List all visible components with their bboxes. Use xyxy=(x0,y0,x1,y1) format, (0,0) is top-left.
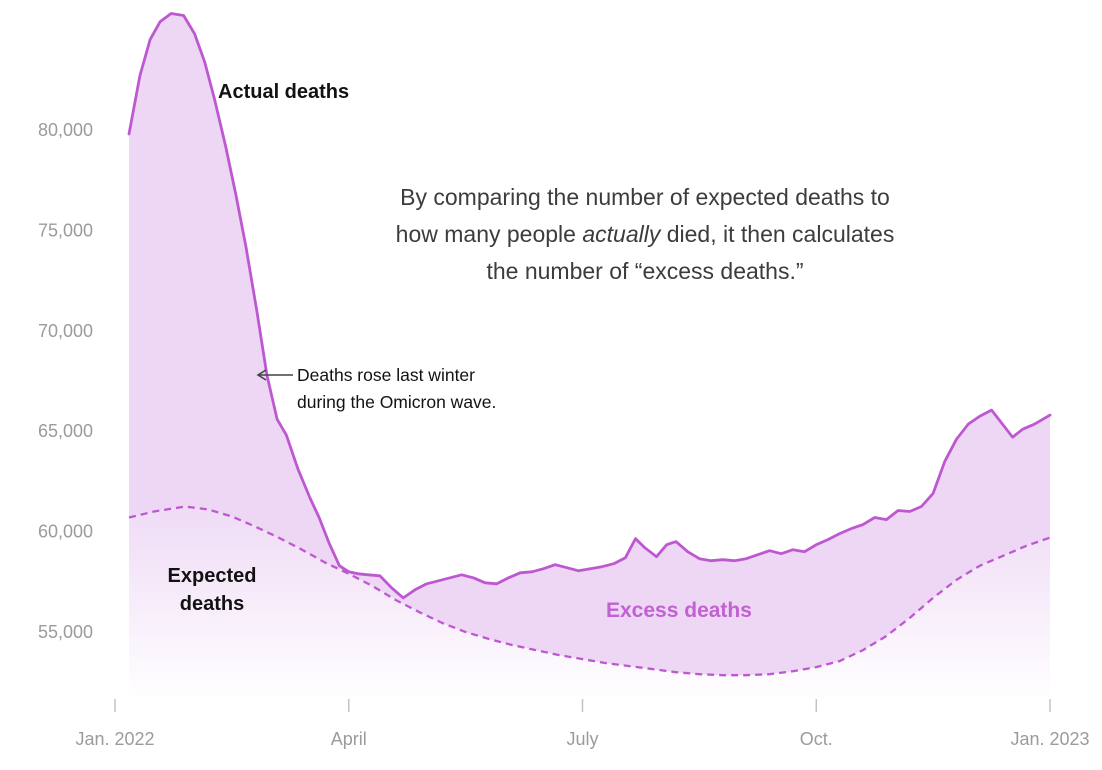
callout-line-1: Deaths rose last winter xyxy=(297,365,475,385)
x-tick-label: Jan. 2022 xyxy=(75,729,154,749)
actual-deaths-label: Actual deaths xyxy=(218,81,350,103)
excess-deaths-label: Excess deaths xyxy=(606,599,752,622)
y-tick-label: 65,000 xyxy=(38,421,93,441)
explainer-text-italic: actually xyxy=(582,221,661,247)
y-tick-label: 60,000 xyxy=(38,522,93,542)
actual-deaths-line xyxy=(127,12,1052,600)
y-axis: 55,000 60,000 65,000 70,000 75,000 80,000 xyxy=(38,120,93,642)
left-arrow-icon xyxy=(256,369,293,381)
y-tick-label: 55,000 xyxy=(38,622,93,642)
explainer-line-2: how many people actually died, it then c… xyxy=(295,216,995,253)
explainer-line-3: the number of “excess deaths.” xyxy=(295,253,995,290)
x-tick-label: April xyxy=(331,729,367,749)
expected-deaths-label: Expected deaths xyxy=(167,565,257,615)
x-tick-label: Jan. 2023 xyxy=(1010,729,1089,749)
explainer-text-part: the number of “excess deaths.” xyxy=(486,258,804,284)
callout-line-2: during the Omicron wave. xyxy=(297,392,497,412)
omicron-callout: Deaths rose last winter during the Omicr… xyxy=(297,362,496,416)
y-tick-label: 70,000 xyxy=(38,321,93,341)
x-tick-label: July xyxy=(566,729,598,749)
explainer-text-part: died, it then calculates xyxy=(660,221,895,247)
expected-deaths-line xyxy=(128,505,1051,677)
y-tick-label: 75,000 xyxy=(38,220,93,240)
explainer-text-part: By comparing the number of expected deat… xyxy=(400,184,890,210)
explainer-text-part: how many people xyxy=(395,221,583,247)
x-axis: Jan. 2022 April July Oct. Jan. 2023 xyxy=(75,699,1090,749)
x-tick-label: Oct. xyxy=(800,729,833,749)
explainer-line-1: By comparing the number of expected deat… xyxy=(295,179,995,216)
y-tick-label: 80,000 xyxy=(38,120,93,140)
expected-baseline-fade-area xyxy=(129,506,1050,698)
explainer-text: By comparing the number of expected deat… xyxy=(295,179,995,290)
